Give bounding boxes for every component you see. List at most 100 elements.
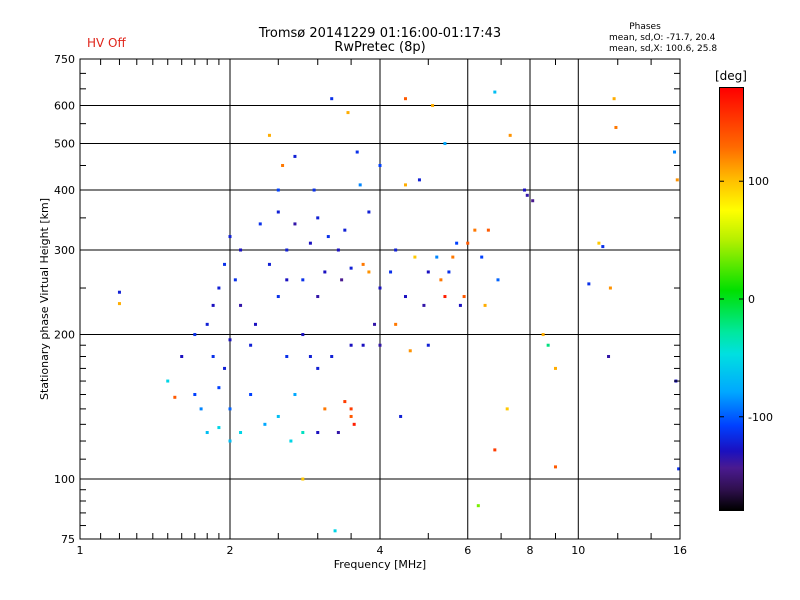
echo-point [173,395,177,399]
echo-point [253,322,257,326]
echo-point [607,354,611,358]
y-tick-label: 300 [54,244,75,257]
echo-point [361,262,365,266]
echo-point [285,248,289,252]
echo-point [258,222,262,226]
echo-point [117,302,121,306]
echo-point [378,163,382,167]
echo-point [336,248,340,252]
echo-point [431,104,435,108]
y-tick-label: 200 [54,329,75,342]
echo-point [408,349,412,353]
echo-point [276,414,280,418]
echo-point [403,295,407,299]
echo-point [330,97,334,101]
colorbar-tick-label: 100 [748,175,769,188]
echo-point [117,290,121,294]
echo-point [223,366,227,370]
echo-point [205,322,209,326]
echo-point [403,183,407,187]
echo-point [301,477,305,481]
y-tick-label: 500 [54,138,75,151]
echo-point [483,303,487,307]
echo-point [217,286,221,290]
echo-point [553,465,557,469]
echo-point [239,431,243,435]
echo-point [289,439,293,443]
echo-point [293,393,297,397]
y-axis-label: Stationary phase Virtual Height [km] [38,198,51,400]
echo-point [394,322,398,326]
echo-point [193,333,197,337]
echo-point [233,278,237,282]
echo-point [361,343,365,347]
echo-point [378,343,382,347]
y-tick-label: 600 [54,100,75,113]
x-tick-label: 16 [673,544,687,557]
x-axis-label: Frequency [MHz] [334,558,426,571]
echo-point [378,286,382,290]
hv-status-label: HV Off [87,36,126,50]
echo-point [276,188,280,192]
y-tick-label: 75 [61,533,75,546]
echo-point [346,111,350,115]
echo-point [293,222,297,226]
echo-point [546,343,550,347]
echo-point [180,354,184,358]
echo-point [249,343,253,347]
echo-point [228,439,232,443]
echo-point [480,255,484,259]
phases-x-stats: mean, sd,X: 100.6, 25.8 [609,44,718,54]
echo-point [349,407,353,411]
chart-title: Tromsø 20141229 01:16:00-01:17:43 [258,26,502,41]
echo-point [358,183,362,187]
echo-point [597,241,601,245]
echo-point [486,228,490,232]
echo-point [493,448,497,452]
echo-point [193,393,197,397]
echo-point [505,407,509,411]
echo-point [326,235,330,239]
echo-point [228,338,232,342]
echo-point [228,407,232,411]
echo-point [417,178,421,182]
echo-point [333,529,337,533]
echo-point [451,255,455,259]
echo-point [443,295,447,299]
echo-point [493,90,497,94]
echo-point [413,255,417,259]
echo-point [675,178,679,182]
echo-point [343,228,347,232]
echo-point [301,333,305,337]
echo-point [447,270,451,274]
chart-subtitle: RwPretec (8p) [334,40,426,55]
echo-point [316,216,320,220]
echo-point [228,235,232,239]
echo-point [476,504,480,508]
echo-point [308,241,312,245]
echo-point [349,266,353,270]
echo-point [553,366,557,370]
echo-point [239,303,243,307]
echo-point [301,278,305,282]
echo-point [323,407,327,411]
x-tick-label: 1 [77,544,84,557]
echo-point [435,255,439,259]
echo-point [316,366,320,370]
echo-point [389,270,393,274]
echo-point [205,431,209,435]
echo-point [677,467,681,471]
echo-point [355,150,359,154]
echo-point [455,241,459,245]
colorbar-tick-label: 0 [748,293,755,306]
echo-point [523,188,527,192]
phases-title: Phases [629,22,661,32]
axis-ticks [80,59,680,539]
echo-points [117,90,681,533]
echo-point [285,354,289,358]
echo-point [525,193,529,197]
plot-frame [79,58,681,540]
x-tick-label: 2 [227,544,234,557]
echo-point [223,262,227,266]
echo-point [403,97,407,101]
